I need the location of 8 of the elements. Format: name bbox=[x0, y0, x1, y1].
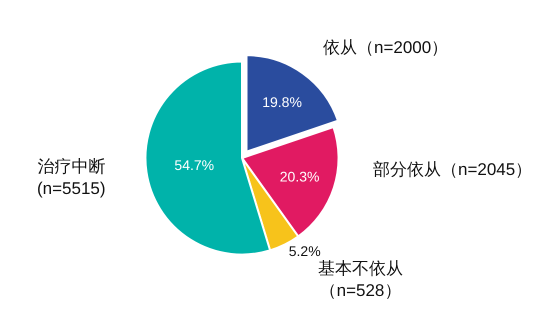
slice-label: 治疗中断 (n=5515) bbox=[37, 157, 106, 198]
data-label: 19.8% bbox=[262, 94, 302, 110]
data-label: 5.2% bbox=[288, 243, 321, 260]
slice-label: 部分依从（n=2045） bbox=[373, 160, 532, 179]
data-label: 54.7% bbox=[174, 157, 214, 174]
data-label: 20.3% bbox=[280, 168, 320, 185]
slice-label: 依从（n=2000） bbox=[323, 38, 448, 57]
slice-label: 基本不依从（n=528） bbox=[318, 259, 403, 300]
